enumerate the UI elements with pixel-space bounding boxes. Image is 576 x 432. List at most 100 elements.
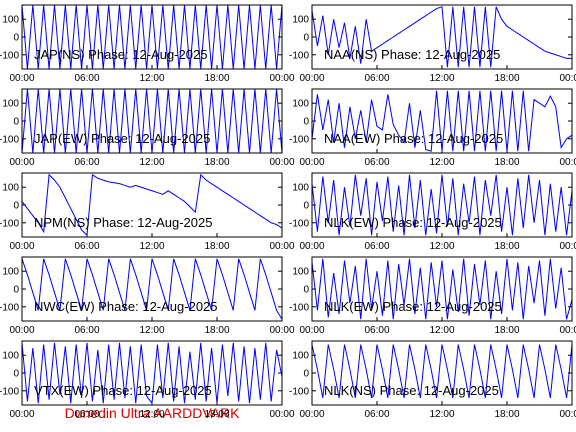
x-tick-label: 06:00 (74, 73, 99, 84)
x-tick-label: 18:00 (204, 241, 229, 252)
x-tick-label: 12:00 (139, 241, 164, 252)
y-tick-label: 0 (13, 33, 19, 44)
plot-area (312, 174, 572, 236)
y-tick-label: -100 (289, 302, 309, 313)
y-tick-label: 100 (2, 15, 19, 26)
x-tick-label: 18:00 (494, 73, 519, 84)
x-tick-label: 06:00 (74, 325, 99, 336)
panel-title: NLK(EW) Phase: 12-Aug-2025 (324, 215, 502, 230)
x-tick-label: 12:00 (429, 325, 454, 336)
phase-line (312, 258, 572, 320)
panel-title: JAP(NS) Phase: 12-Aug-2025 (34, 47, 207, 62)
y-tick-label: 100 (292, 15, 309, 26)
phase-line (312, 174, 572, 236)
y-tick-label: 0 (13, 285, 19, 296)
phase-line (312, 6, 572, 68)
frame (311, 256, 573, 322)
y-tick-label: 100 (292, 351, 309, 362)
y-tick-label: 0 (13, 369, 19, 380)
y-tick-label: -100 (0, 302, 19, 313)
x-tick-label: 00:00 (269, 157, 294, 168)
frame (311, 4, 573, 70)
y-tick-label: 0 (13, 117, 19, 128)
x-tick-label: 06:00 (74, 157, 99, 168)
x-tick-label: 00:00 (9, 157, 34, 168)
x-tick-label: 06:00 (364, 325, 389, 336)
y-tick-label: 100 (2, 183, 19, 194)
x-tick-label: 06:00 (364, 409, 389, 420)
plot-area (312, 6, 572, 68)
frame (311, 88, 573, 154)
phase-line (22, 342, 282, 405)
footer: Dunedin Ultra AARDDVARK (65, 405, 240, 421)
x-tick-label: 18:00 (204, 157, 229, 168)
x-tick-label: 00:00 (9, 409, 34, 420)
y-tick-label: -100 (289, 134, 309, 145)
panel-title: VTX(EW) Phase: 12-Aug-2025 (34, 383, 212, 398)
x-tick-label: 18:00 (204, 325, 229, 336)
x-tick-label: 18:00 (494, 409, 519, 420)
x-tick-label: 12:00 (429, 73, 454, 84)
x-tick-label: 06:00 (364, 157, 389, 168)
x-tick-label: 18:00 (204, 73, 229, 84)
frame (21, 340, 283, 406)
y-tick-label: -100 (0, 386, 19, 397)
y-tick-label: 100 (2, 99, 19, 110)
x-tick-label: 00:00 (559, 73, 576, 84)
plot-area (312, 258, 572, 320)
panel-title: NPM(NS) Phase: 12-Aug-2025 (34, 215, 212, 230)
y-tick-label: -100 (0, 218, 19, 229)
x-tick-label: 12:00 (139, 157, 164, 168)
y-tick-label: -100 (0, 134, 19, 145)
y-tick-label: -100 (289, 218, 309, 229)
y-tick-label: -100 (0, 50, 19, 61)
panel-title: NAA(NS) Phase: 12-Aug-2025 (324, 47, 500, 62)
phase-line (22, 173, 282, 237)
frame (311, 340, 573, 406)
plot-area (22, 342, 282, 405)
y-tick-label: 0 (303, 33, 309, 44)
y-tick-label: 100 (292, 99, 309, 110)
panel-title: NLK(EW) Phase: 12-Aug-2025 (324, 299, 502, 314)
x-tick-label: 00:00 (299, 73, 324, 84)
x-tick-label: 12:00 (429, 241, 454, 252)
x-tick-label: 00:00 (559, 409, 576, 420)
x-tick-label: 12:00 (139, 73, 164, 84)
y-tick-label: 0 (303, 285, 309, 296)
frame (311, 172, 573, 238)
x-tick-label: 00:00 (559, 241, 576, 252)
x-tick-label: 00:00 (559, 325, 576, 336)
x-tick-label: 00:00 (299, 325, 324, 336)
phase-line (312, 90, 572, 152)
x-tick-label: 12:00 (139, 325, 164, 336)
frame (21, 256, 283, 322)
x-tick-label: 00:00 (269, 241, 294, 252)
x-tick-label: 06:00 (74, 241, 99, 252)
panel-title: NLK(NS) Phase: 12-Aug-2025 (324, 383, 499, 398)
plot-area (312, 90, 572, 152)
y-tick-label: 0 (13, 201, 19, 212)
x-tick-label: 18:00 (204, 409, 229, 420)
x-tick-label: 12:00 (429, 409, 454, 420)
x-tick-label: 00:00 (299, 241, 324, 252)
y-tick-label: -100 (289, 50, 309, 61)
x-tick-label: 00:00 (9, 73, 34, 84)
y-tick-label: 100 (2, 351, 19, 362)
x-tick-label: 00:00 (9, 241, 34, 252)
x-tick-label: 18:00 (494, 157, 519, 168)
x-tick-label: 12:00 (139, 409, 164, 420)
x-tick-label: 06:00 (74, 409, 99, 420)
y-tick-label: 100 (2, 267, 19, 278)
x-tick-label: 06:00 (364, 241, 389, 252)
x-tick-label: 00:00 (299, 157, 324, 168)
phase-line (22, 258, 282, 320)
x-tick-label: 00:00 (269, 73, 294, 84)
y-tick-label: 100 (292, 267, 309, 278)
panel-title: NAA(EW) Phase: 12-Aug-2025 (324, 131, 503, 146)
phase-line (312, 344, 572, 398)
plot-area (312, 344, 572, 398)
x-tick-label: 00:00 (269, 325, 294, 336)
x-tick-label: 00:00 (559, 157, 576, 168)
